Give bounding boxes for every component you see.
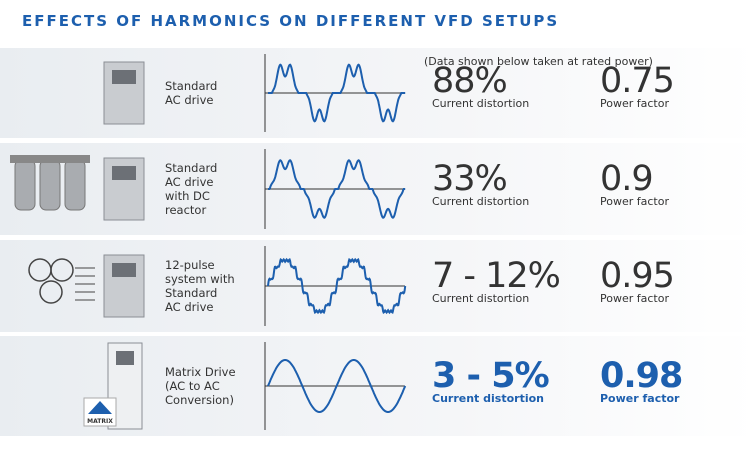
distortion-label: Current distortion [432,292,530,305]
distortion-label: Current distortion [432,97,530,110]
row-label: Matrix Drive (AC to AC Conversion) [165,365,236,407]
power-factor-label: Power factor [600,292,669,305]
transformer-symbol [28,258,52,282]
label-line: Standard [165,161,218,175]
power-factor-value: 0.9 [600,159,654,199]
distortion-label: Current distortion [432,195,530,208]
label-line: AC drive [165,93,214,107]
distortion-value: 88% [432,61,508,101]
matrix-logo-text: MATRIX [87,418,113,425]
power-factor-value: 0.75 [600,61,675,101]
matrix-logo-mark [88,401,112,414]
waveform [268,63,406,123]
waveform [267,359,407,413]
label-line: reactor [165,203,207,217]
distortion-value: 3 - 5% [432,356,550,396]
transformer-symbol [50,258,74,282]
distortion-value: 33% [432,159,508,199]
reactor-coil [14,159,36,211]
row-label: Standard AC drive with DC reactor [165,161,217,217]
drive-panel [112,166,136,180]
power-factor-label: Power factor [600,195,669,208]
power-factor-value: 0.98 [600,356,683,396]
transformer-symbol [39,280,63,304]
drive-panel [116,351,134,365]
label-line: AC drive [165,175,214,189]
reactor-frame [10,155,90,163]
label-line: (AC to AC [165,379,220,393]
label-line: Standard [165,286,218,300]
power-factor-label: Power factor [600,97,669,110]
distortion-label: Current distortion [432,392,544,405]
row-label: 12-pulse system with Standard AC drive [165,258,235,314]
distortion-value: 7 - 12% [432,256,561,296]
label-line: Conversion) [165,393,234,407]
label-line: system with [165,272,235,286]
power-factor-value: 0.95 [600,256,675,296]
drive-panel [112,70,136,84]
label-line: Matrix Drive [165,365,236,379]
label-line: Standard [165,79,218,93]
label-line: 12-pulse [165,258,215,272]
reactor-coil [64,159,86,211]
waveform [267,257,407,315]
title: EFFECTS OF HARMONICS ON DIFFERENT VFD SE… [22,12,560,30]
label-line: with DC [165,189,210,203]
label-line: AC drive [165,300,214,314]
waveform [268,159,406,219]
drive-panel [112,263,136,277]
note: (Data shown below taken at rated power) [424,55,653,68]
power-factor-label: Power factor [600,392,680,405]
row-label: Standard AC drive [165,79,217,107]
reactor-coil [39,159,61,211]
